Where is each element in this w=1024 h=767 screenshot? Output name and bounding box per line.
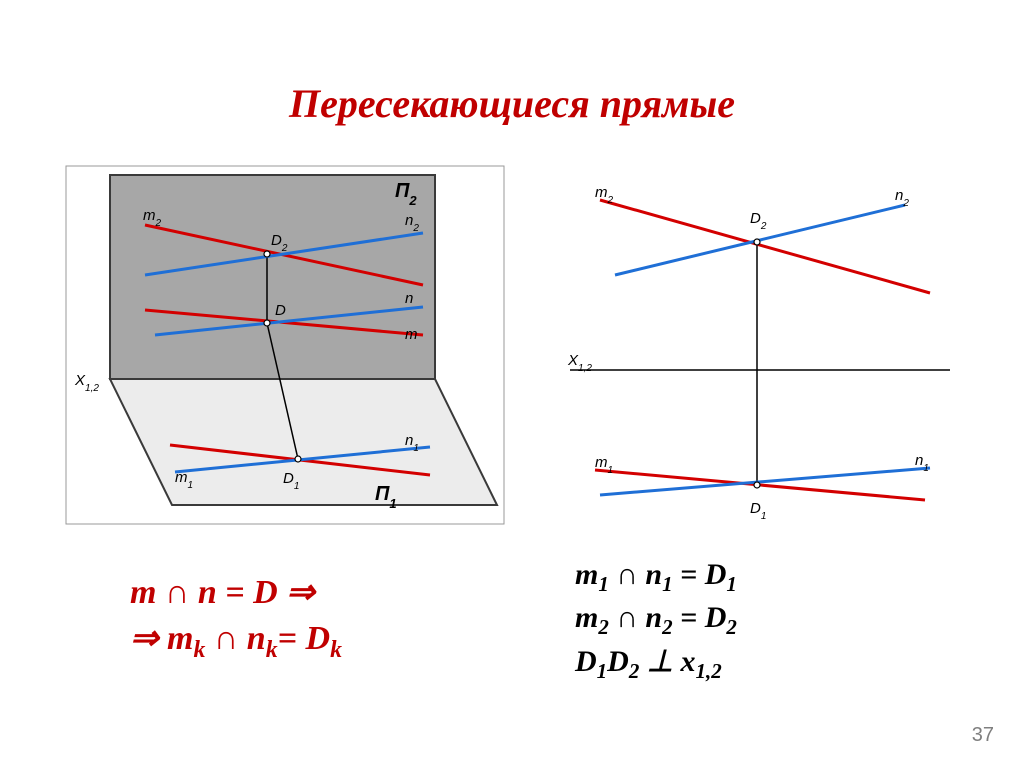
svg-2d: X1,2D2D1m2n2m1n1 xyxy=(560,175,960,530)
formula-right: m1 ∩ n1 = D1m2 ∩ n2 = D2D1D2 ⊥ x1,2 xyxy=(575,555,737,685)
svg-text:D: D xyxy=(275,302,286,319)
diagram-3d: D2DD1П2П1X1,2m2n2mnm1n1 xyxy=(65,165,505,525)
svg-text:X1,2: X1,2 xyxy=(74,372,99,394)
page-number: 37 xyxy=(972,724,994,747)
svg-text:m: m xyxy=(405,326,418,343)
svg-text:D1: D1 xyxy=(750,500,766,522)
formula-left: m ∩ n = D ⇒⇒ mk ∩ nk= Dk xyxy=(130,570,342,666)
page-title: Пересекающиеся прямые xyxy=(0,80,1024,127)
svg-3d: D2DD1П2П1X1,2m2n2mnm1n1 xyxy=(65,165,505,525)
diagram-2d: X1,2D2D1m2n2m1n1 xyxy=(560,175,960,530)
svg-text:D2: D2 xyxy=(750,210,767,232)
svg-text:n: n xyxy=(405,290,413,307)
